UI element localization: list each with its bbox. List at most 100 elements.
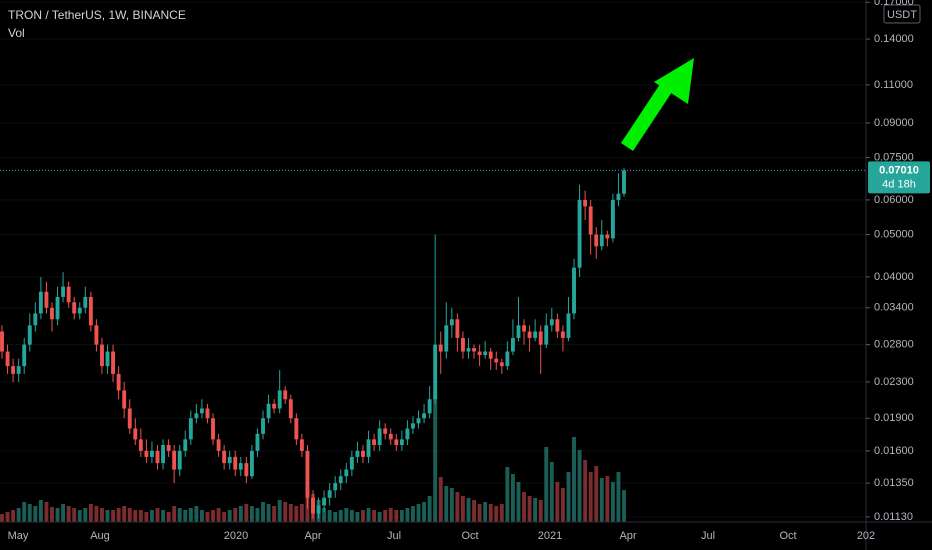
x-tick-label: Apr <box>304 530 321 542</box>
candle-body <box>294 418 299 440</box>
candle-body <box>344 469 349 477</box>
volume-bar <box>366 508 371 522</box>
candle-body <box>472 348 476 352</box>
candle-body <box>94 325 99 345</box>
volume-bar <box>55 508 60 522</box>
volume-bar <box>349 510 354 522</box>
candle-body <box>438 344 443 352</box>
volume-bar <box>588 472 593 522</box>
candle-body <box>0 331 4 352</box>
volume-bar <box>388 508 393 522</box>
volume-bar <box>294 506 299 522</box>
candle-body <box>522 325 526 332</box>
y-tick-label: 0.09000 <box>874 117 914 129</box>
candle-body <box>483 351 488 356</box>
candle-body <box>222 450 227 464</box>
volume-bar <box>177 508 182 522</box>
y-tick-label: 0.01600 <box>874 445 914 457</box>
candle-body <box>510 337 515 352</box>
volume-bar <box>494 506 499 522</box>
volume-bar <box>555 482 560 522</box>
candle-body <box>372 439 377 446</box>
volume-bar <box>344 508 349 522</box>
x-tick-label: 2021 <box>538 530 562 542</box>
candle-body <box>422 413 427 419</box>
candle-body <box>255 433 260 451</box>
candle-body <box>283 390 288 400</box>
candle-body <box>338 476 343 484</box>
volume-bar <box>72 508 77 522</box>
volume-bar <box>499 504 504 522</box>
candle-body <box>11 366 16 374</box>
y-tick-label: 0.02300 <box>874 376 914 388</box>
y-tick-label: 0.11000 <box>874 79 913 91</box>
candle-body <box>577 199 582 268</box>
candle-body <box>105 351 110 367</box>
volume-bar <box>261 502 265 522</box>
x-tick-label: Aug <box>90 530 110 542</box>
candle-body <box>88 296 93 326</box>
volume-bar <box>83 508 88 522</box>
candle-body <box>560 331 565 338</box>
volume-bar <box>549 462 554 522</box>
candle-body <box>383 428 388 434</box>
volume-bar <box>238 506 243 522</box>
volume-bar <box>594 466 599 522</box>
y-tick-label: 0.02800 <box>874 339 914 351</box>
y-tick-label: 0.07500 <box>874 151 914 163</box>
volume-bar <box>183 510 188 522</box>
x-tick-label: May <box>8 530 29 542</box>
candle-body <box>327 490 332 498</box>
volume-bar <box>361 510 365 522</box>
volume-bars <box>0 392 626 522</box>
volume-bar <box>194 506 199 522</box>
candle-body <box>388 433 393 440</box>
candle-body <box>411 423 415 429</box>
candle-body <box>205 408 210 419</box>
candle-body <box>33 313 38 326</box>
volume-bar <box>449 488 454 522</box>
volume-bar <box>522 492 526 522</box>
volume-bar <box>133 510 138 522</box>
volume-bar <box>66 506 71 522</box>
candle-body <box>138 439 143 451</box>
volume-bar <box>205 512 210 522</box>
volume-bar <box>122 506 127 522</box>
volume-bar <box>277 500 282 522</box>
volume-bar <box>577 450 582 522</box>
candle-body <box>261 418 265 434</box>
candle-body <box>77 307 82 314</box>
candle-body <box>194 413 199 419</box>
volume-bar <box>227 510 232 522</box>
volume-bar <box>50 507 54 522</box>
volume-bar <box>411 506 415 522</box>
last-price-badge <box>868 161 930 194</box>
candle-body <box>83 296 88 308</box>
candle-body <box>399 439 404 446</box>
candle-body <box>299 439 304 451</box>
candle-body <box>588 206 593 235</box>
volume-bar <box>538 500 543 522</box>
volume-bar <box>333 512 338 522</box>
currency-badge <box>883 4 921 24</box>
volume-bar <box>383 510 388 522</box>
volume-bar <box>288 504 293 522</box>
candle-body <box>16 366 21 374</box>
candle-body <box>5 351 10 367</box>
y-tick-label: 0.04000 <box>874 271 914 283</box>
candle-body <box>366 439 371 457</box>
y-tick-label: 0.01130 <box>874 511 913 523</box>
volume-bar <box>472 500 476 522</box>
volume-bar <box>283 502 288 522</box>
volume-bar <box>422 502 427 522</box>
x-tick-label: Oct <box>461 530 478 542</box>
candle-body <box>616 193 621 200</box>
volume-bar <box>266 504 271 522</box>
volume-bar <box>144 512 149 522</box>
volume-bar <box>127 508 132 522</box>
candle-body <box>55 296 60 320</box>
candle-body <box>488 351 493 359</box>
candle-body <box>100 344 104 367</box>
volume-bar <box>599 478 604 522</box>
